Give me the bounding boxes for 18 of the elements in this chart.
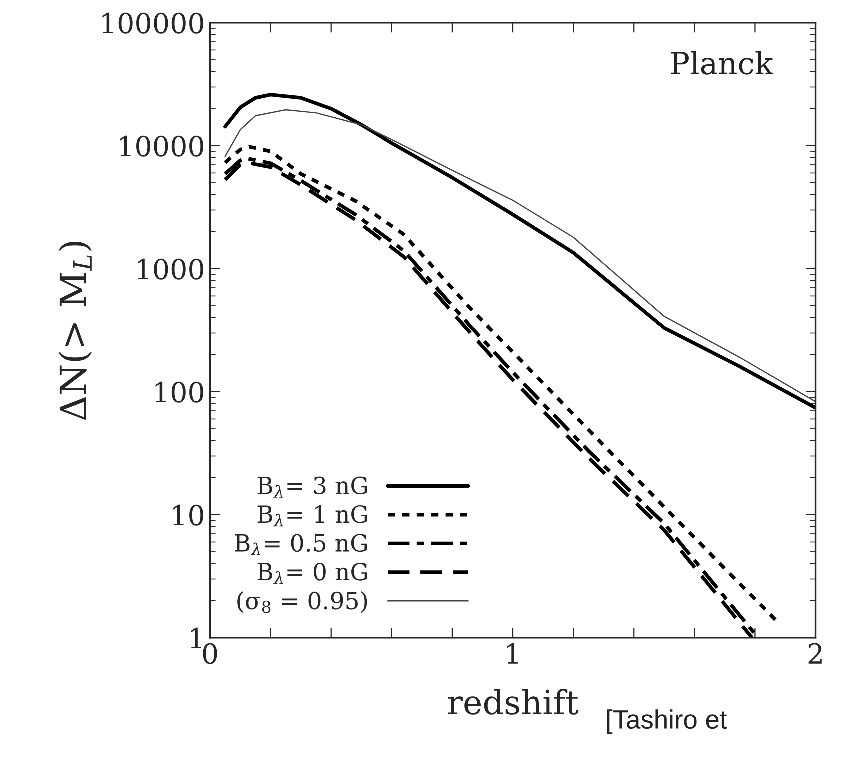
y-tick-label: 10000 bbox=[120, 136, 204, 157]
legend-label: B$_{λ}$= 0.5 nG bbox=[235, 534, 368, 556]
annotation: Planck bbox=[671, 51, 774, 75]
text: [Tashiro et bbox=[607, 710, 728, 734]
legend-label: B$_{λ}$= 3 nG bbox=[258, 476, 368, 498]
y-axis-title: ΔN(> M$_{L}$) bbox=[58, 242, 92, 420]
x-tick-label: 2 bbox=[808, 643, 822, 664]
y-tick-label: 100000 bbox=[102, 12, 204, 34]
y-tick-label: 1000 bbox=[138, 258, 204, 280]
y-tick-label: 1 bbox=[191, 628, 202, 648]
legend-label: (σ$_{8}$ = 0.95) bbox=[238, 591, 368, 614]
x-axis-title: redshift bbox=[448, 689, 579, 715]
y-tick-label: 10 bbox=[173, 504, 204, 526]
legend-label: B$_{λ}$= 0 nG bbox=[258, 562, 368, 584]
legend-label: B$_{λ}$= 1 nG bbox=[258, 505, 368, 527]
y-tick-label: 100 bbox=[156, 382, 204, 403]
x-tick-label: 1 bbox=[508, 643, 518, 664]
x-tick-label: 0 bbox=[203, 643, 218, 664]
